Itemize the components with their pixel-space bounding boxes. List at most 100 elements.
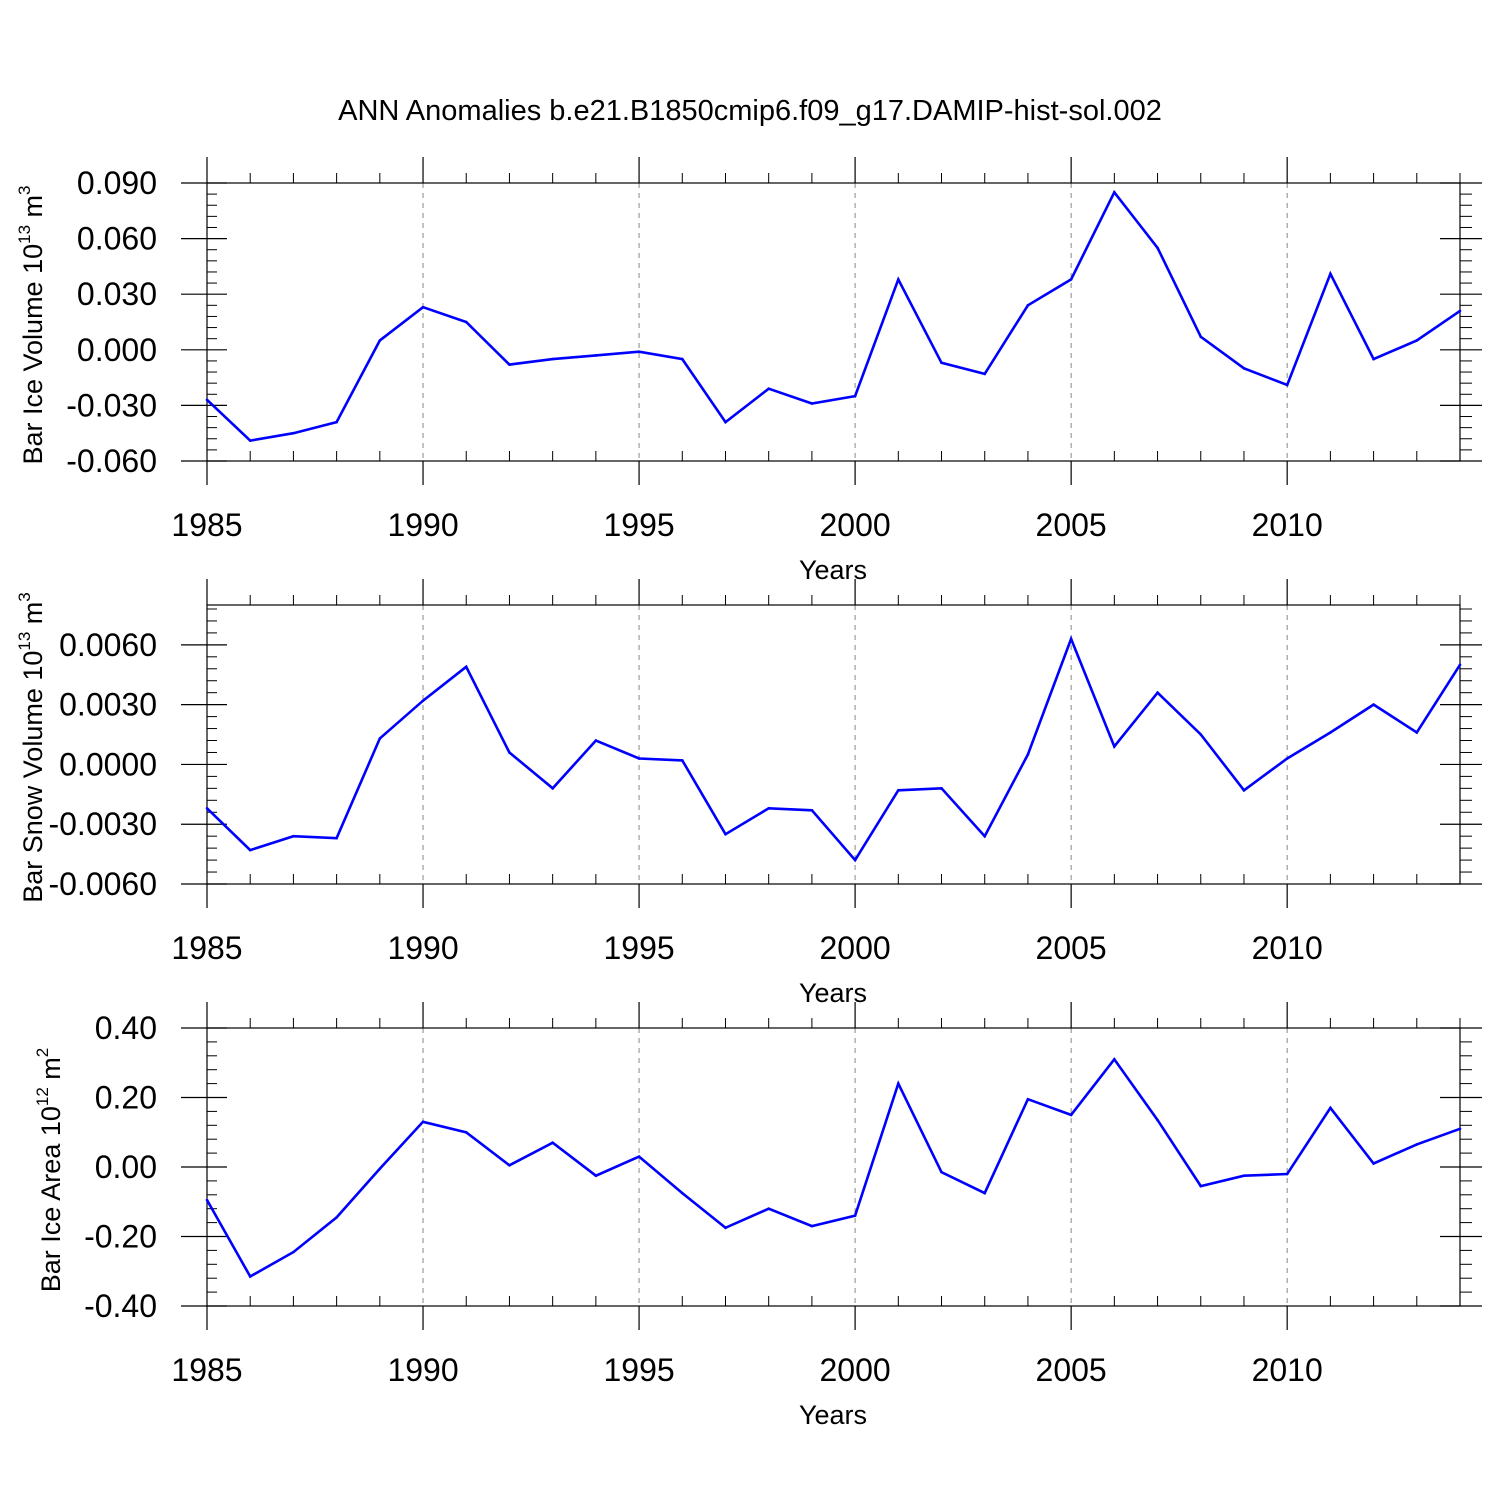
data-point (1199, 1184, 1203, 1188)
data-point (810, 808, 814, 812)
panel-3: 1985 1990 1995 2000 2005 2010 Years 0.40 0.20 0.0… (33, 1002, 1482, 1430)
data-point (1242, 1174, 1246, 1177)
x-tick-label: 2010 (1252, 507, 1323, 543)
x-tick-label: 2005 (1036, 507, 1107, 543)
data-point (1458, 663, 1462, 667)
y-tick-label: 0.40 (95, 1010, 157, 1046)
y-tick-label: -0.030 (66, 387, 157, 423)
data-point (464, 1130, 468, 1134)
data-point (1156, 246, 1159, 250)
y-tick-label: 0.030 (77, 276, 157, 312)
data-point (680, 1191, 684, 1195)
data-point (205, 398, 209, 402)
data-point (680, 357, 684, 361)
data-point (1069, 1113, 1073, 1117)
data-point (335, 836, 338, 840)
data-point (1285, 1172, 1289, 1176)
x-tick-label: 1990 (387, 507, 458, 543)
data-point (724, 1226, 727, 1230)
y-axis-label: Bar Ice Area 1012 m2 (33, 1048, 66, 1293)
x-tick-label: 1995 (603, 1352, 674, 1388)
y-tick-label: 0.0000 (59, 746, 157, 782)
data-point (1329, 731, 1332, 734)
data-point (1372, 357, 1375, 361)
data-point (1242, 367, 1246, 370)
series-line (206, 189, 1461, 442)
data-point (508, 1163, 511, 1167)
series-line (205, 1057, 1461, 1279)
y-tick-label: 0.000 (77, 332, 157, 368)
data-point (1156, 1118, 1159, 1122)
series-line (206, 635, 1462, 863)
data-point (378, 339, 382, 342)
data-point (1372, 1162, 1375, 1165)
data-point (940, 1170, 943, 1174)
y-tick-label: 0.060 (77, 221, 157, 257)
data-point (1113, 745, 1116, 748)
x-tick-label: 2005 (1036, 930, 1107, 966)
x-tick-label: 1985 (171, 1352, 242, 1388)
data-point (1372, 703, 1375, 706)
data-point (335, 420, 338, 424)
x-tick-label: 1995 (603, 930, 674, 966)
data-point (248, 439, 252, 442)
data-point (983, 1191, 987, 1195)
data-point (897, 789, 900, 792)
data-point (421, 305, 425, 309)
y-tick-label: -0.40 (84, 1288, 157, 1324)
data-point (1156, 691, 1159, 694)
data-point (378, 737, 382, 740)
y-tick-label: -0.20 (84, 1219, 157, 1255)
x-tick-label: 2000 (820, 507, 891, 543)
data-point (983, 372, 987, 376)
data-point (551, 357, 554, 361)
data-point (897, 278, 900, 281)
data-point (680, 759, 684, 762)
data-point (292, 834, 295, 838)
data-point (637, 757, 641, 760)
data-point (292, 431, 295, 435)
y-axis-label: Bar Ice Volume 1013 m3 (15, 185, 48, 464)
y-tick-label: -0.0060 (48, 866, 157, 902)
data-point (1199, 733, 1203, 736)
y-axis-label: Bar Snow Volume 1013 m3 (15, 592, 48, 903)
x-tick-label: 1990 (387, 1352, 458, 1388)
y-tick-label: -0.060 (66, 443, 157, 479)
x-tick-label: 1985 (171, 930, 242, 966)
data-point (940, 787, 943, 790)
data-point (508, 751, 511, 754)
data-point (853, 1214, 857, 1217)
data-point (292, 1250, 295, 1254)
x-tick-label: 2010 (1252, 930, 1323, 966)
data-point (248, 1275, 252, 1278)
data-point (1026, 1097, 1030, 1101)
plot-frame (206, 604, 1461, 885)
x-tick-label: 1995 (603, 507, 674, 543)
x-tick-label: 2005 (1036, 1352, 1107, 1388)
data-point (1285, 383, 1289, 387)
data-point (767, 1207, 770, 1210)
data-point (724, 832, 727, 836)
data-point (594, 1174, 598, 1177)
data-point (1458, 309, 1462, 313)
data-point (378, 1167, 382, 1171)
data-point (637, 350, 641, 353)
data-point (1415, 731, 1419, 734)
data-point (1113, 1057, 1116, 1061)
data-point (1458, 1127, 1462, 1131)
data-point (1026, 304, 1030, 307)
data-point (853, 394, 857, 398)
data-point (551, 1141, 554, 1144)
panel-2: 1985 1990 1995 2000 2005 2010 Years 0.0060 0.003… (15, 579, 1482, 1008)
data-point (464, 320, 468, 324)
x-tick-label: 2000 (820, 1352, 891, 1388)
data-point (724, 420, 727, 424)
data-point (1415, 1143, 1419, 1146)
data-point (1242, 789, 1246, 792)
y-tick-label: 0.20 (95, 1080, 157, 1116)
data-point (897, 1082, 900, 1085)
data-point (767, 806, 770, 810)
data-point (205, 806, 209, 810)
x-tick-label: 2000 (820, 930, 891, 966)
y-tick-label: 0.0030 (59, 687, 157, 723)
